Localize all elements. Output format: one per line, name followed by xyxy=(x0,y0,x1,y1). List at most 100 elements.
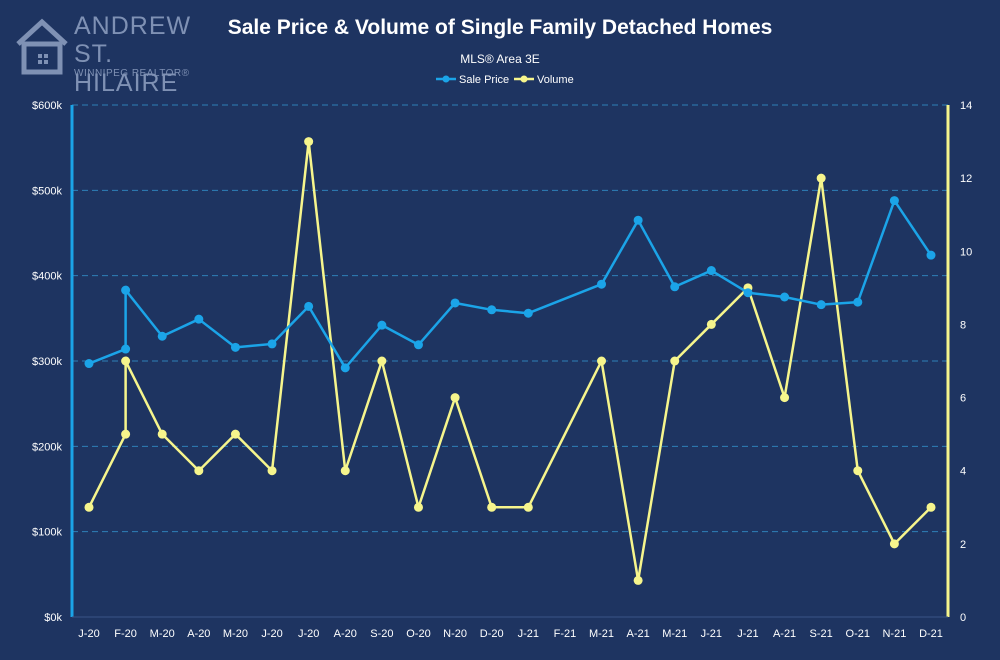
sale-price-point xyxy=(121,285,131,295)
sale-price-point xyxy=(304,301,314,311)
sale-price-point xyxy=(926,250,936,260)
volume-point xyxy=(816,173,826,183)
y-right-tick-label: 4 xyxy=(960,466,966,478)
y-right-tick-label: 6 xyxy=(960,393,966,405)
volume-point xyxy=(853,466,863,476)
x-tick-label: O-20 xyxy=(406,628,430,640)
chart-subtitle: MLS® Area 3E xyxy=(460,52,540,66)
y-right-tick-label: 10 xyxy=(960,246,972,258)
x-tick-label: S-21 xyxy=(810,628,833,640)
y-left-tick-label: $100k xyxy=(32,527,62,539)
realtor-logo: ANDREW ST. HILAIRE WINNIPEG REALTOR® xyxy=(14,10,224,97)
volume-point xyxy=(121,429,131,439)
y-left-tick-label: $200k xyxy=(32,441,62,453)
sale-price-point xyxy=(889,196,899,206)
legend: Sale Price Volume xyxy=(436,74,574,86)
sale-price-line xyxy=(88,199,933,370)
volume-point xyxy=(267,466,277,476)
x-tick-label: F-21 xyxy=(554,628,577,640)
sale-price-point xyxy=(487,305,497,315)
volume-point xyxy=(926,502,936,512)
legend-marker-1 xyxy=(520,75,528,83)
logo-name-line-2: ST. HILAIRE xyxy=(74,40,179,97)
axes: $0k $100k $200k $300k $400k $500k $600k 0 2 4 6 8 10… xyxy=(32,100,972,640)
logo-tagline: WINNIPEG REALTOR® xyxy=(74,68,190,79)
chart-title: Sale Price & Volume of Single Family Det… xyxy=(227,16,773,39)
x-tick-label: J-20 xyxy=(261,628,282,640)
sale-price-point xyxy=(816,300,826,310)
x-tick-label: A-21 xyxy=(627,628,650,640)
y-right-tick-label: 0 xyxy=(960,612,966,624)
x-tick-label: N-20 xyxy=(443,628,467,640)
volume-point xyxy=(523,502,533,512)
sale-price-point xyxy=(743,288,753,298)
sale-price-point xyxy=(413,340,423,350)
volume-point xyxy=(377,356,387,366)
logo-name-line-1: ANDREW xyxy=(74,12,192,40)
house-logo-icon xyxy=(16,18,68,75)
volume-point xyxy=(230,429,240,439)
sale-price-point xyxy=(633,215,643,225)
sale-price-point xyxy=(340,363,350,373)
y-left-tick-label: $400k xyxy=(32,271,62,283)
legend-label-1: Volume xyxy=(537,74,574,86)
x-tick-label: M-20 xyxy=(223,628,248,640)
sale-price-point xyxy=(523,308,533,318)
y-right-tick-label: 14 xyxy=(960,100,972,112)
x-tick-label: J-21 xyxy=(737,628,758,640)
volume-point xyxy=(597,356,607,366)
sale-price-point xyxy=(853,297,863,307)
x-tick-label: M-20 xyxy=(150,628,175,640)
x-tick-label: J-20 xyxy=(298,628,319,640)
sale-price-point xyxy=(157,331,167,341)
sale-price-point xyxy=(230,342,240,352)
volume-point xyxy=(450,393,460,403)
gridlines xyxy=(72,104,948,533)
volume-point xyxy=(780,393,790,403)
x-tick-label: O-21 xyxy=(846,628,870,640)
sale-price-point xyxy=(450,298,460,308)
sale-price-point xyxy=(706,266,716,276)
y-left-tick-label: $300k xyxy=(32,356,62,368)
volume-point xyxy=(121,356,131,366)
x-tick-label: A-21 xyxy=(773,628,796,640)
volume-point xyxy=(304,137,314,147)
y-right-tick-label: 12 xyxy=(960,173,972,185)
x-tick-label: J-21 xyxy=(701,628,722,640)
sale-price-point xyxy=(377,320,387,330)
x-tick-label: A-20 xyxy=(187,628,210,640)
volume-point xyxy=(194,466,204,476)
x-tick-label: F-20 xyxy=(114,628,137,640)
volume-point xyxy=(889,539,899,549)
volume-line xyxy=(87,140,932,582)
x-tick-label: D-20 xyxy=(480,628,504,640)
volume-point xyxy=(340,466,350,476)
x-tick-label: A-20 xyxy=(334,628,357,640)
volume-point xyxy=(413,502,423,512)
sale-price-point xyxy=(194,314,204,324)
y-left-tick-label: $500k xyxy=(32,185,62,197)
y-right-tick-label: 8 xyxy=(960,319,966,331)
sale-price-point xyxy=(121,344,131,354)
volume-point xyxy=(157,429,167,439)
sale-price-point xyxy=(597,279,607,289)
volume-point xyxy=(670,356,680,366)
series xyxy=(84,137,936,585)
volume-point xyxy=(633,575,643,585)
volume-point xyxy=(84,502,94,512)
sale-price-point xyxy=(670,282,680,292)
x-tick-label: J-20 xyxy=(78,628,99,640)
legend-label-0: Sale Price xyxy=(459,74,509,86)
x-tick-label: N-21 xyxy=(882,628,906,640)
legend-marker-0 xyxy=(442,75,450,83)
x-tick-label: J-21 xyxy=(518,628,539,640)
sale-price-point xyxy=(780,292,790,302)
sale-price-point xyxy=(267,339,277,349)
x-tick-label: M-21 xyxy=(589,628,614,640)
x-tick-label: S-20 xyxy=(370,628,393,640)
x-tick-label: D-21 xyxy=(919,628,943,640)
x-tick-label: M-21 xyxy=(662,628,687,640)
volume-point xyxy=(706,319,716,329)
